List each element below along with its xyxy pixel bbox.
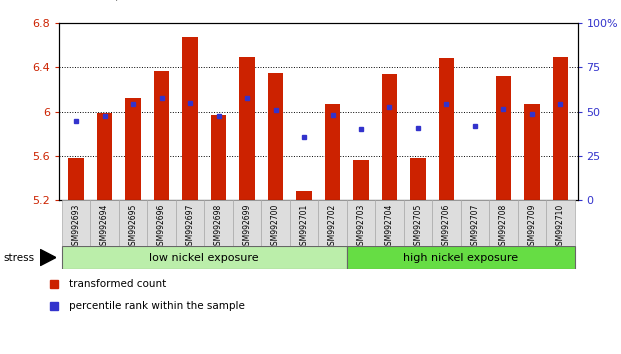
Text: GSM992696: GSM992696 <box>157 204 166 250</box>
Bar <box>524 104 540 200</box>
Polygon shape <box>40 250 56 266</box>
Text: GSM992701: GSM992701 <box>299 204 309 250</box>
Bar <box>68 158 84 200</box>
Bar <box>467 200 483 201</box>
Bar <box>290 200 318 246</box>
Bar <box>296 191 312 200</box>
Bar <box>432 200 461 246</box>
Text: GSM992693: GSM992693 <box>71 204 81 250</box>
Text: GSM992708: GSM992708 <box>499 204 508 250</box>
Bar <box>496 76 511 200</box>
Bar <box>325 104 340 200</box>
Text: GSM992695: GSM992695 <box>129 204 138 250</box>
Bar <box>62 246 347 269</box>
Text: GSM992710: GSM992710 <box>556 204 565 250</box>
Bar <box>546 200 574 246</box>
Text: GSM992697: GSM992697 <box>186 204 194 250</box>
Bar <box>353 160 369 200</box>
Bar <box>62 200 90 246</box>
Text: GSM992703: GSM992703 <box>356 204 366 250</box>
Bar <box>410 158 426 200</box>
Text: GSM992705: GSM992705 <box>414 204 422 250</box>
Text: GSM992698: GSM992698 <box>214 204 223 250</box>
Bar <box>176 200 204 246</box>
Bar <box>125 98 141 200</box>
Text: transformed count: transformed count <box>69 279 166 290</box>
Bar <box>204 200 233 246</box>
Text: percentile rank within the sample: percentile rank within the sample <box>69 301 245 311</box>
Bar <box>518 200 546 246</box>
Bar <box>382 74 397 200</box>
Bar <box>489 200 518 246</box>
Bar <box>119 200 147 246</box>
Bar <box>461 200 489 246</box>
Bar <box>211 115 227 200</box>
Bar <box>239 57 255 200</box>
Bar <box>347 200 375 246</box>
Bar <box>97 113 112 200</box>
Text: low nickel exposure: low nickel exposure <box>150 252 259 263</box>
Bar <box>147 200 176 246</box>
Text: GSM992699: GSM992699 <box>243 204 252 250</box>
Bar <box>553 57 568 200</box>
Bar <box>404 200 432 246</box>
Text: GSM992702: GSM992702 <box>328 204 337 250</box>
Bar <box>268 73 283 200</box>
Text: high nickel exposure: high nickel exposure <box>403 252 519 263</box>
Text: GSM992709: GSM992709 <box>527 204 537 250</box>
Bar <box>438 58 455 200</box>
Bar <box>154 70 170 200</box>
Text: GSM992694: GSM992694 <box>100 204 109 250</box>
Text: GSM992707: GSM992707 <box>471 204 479 250</box>
Bar <box>233 200 261 246</box>
Bar <box>90 200 119 246</box>
Text: GSM992706: GSM992706 <box>442 204 451 250</box>
Bar <box>261 200 290 246</box>
Text: GSM992704: GSM992704 <box>385 204 394 250</box>
Text: GDS4974 / 7893212: GDS4974 / 7893212 <box>53 0 179 2</box>
Bar <box>318 200 347 246</box>
Bar <box>347 246 574 269</box>
Text: stress: stress <box>3 252 34 263</box>
Text: GSM992700: GSM992700 <box>271 204 280 250</box>
Bar <box>375 200 404 246</box>
Bar <box>182 38 198 200</box>
